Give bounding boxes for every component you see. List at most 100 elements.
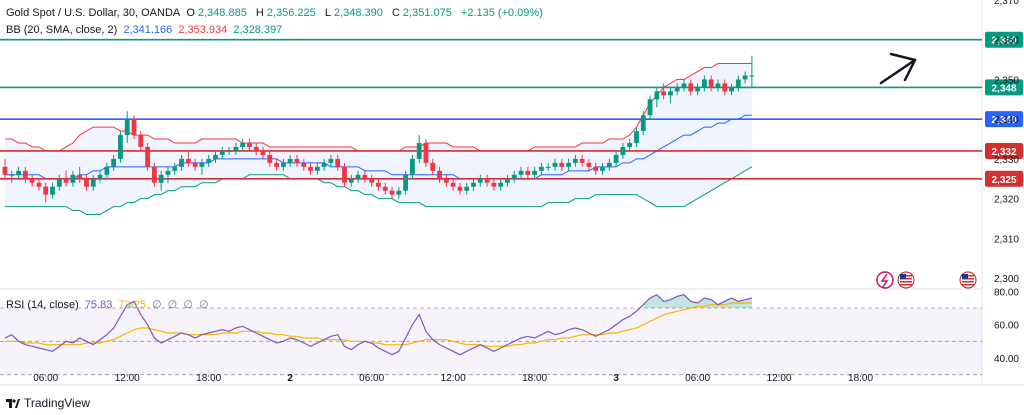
rsi-legend[interactable]: RSI (14, close) 75.83 73.25 ∅ ∅ ∅ ∅ [6, 298, 212, 311]
candle-body[interactable] [681, 83, 687, 88]
candle-body[interactable] [484, 178, 490, 183]
candle-body[interactable] [668, 91, 673, 96]
candle-body[interactable] [647, 99, 653, 116]
candle-body[interactable] [477, 178, 483, 183]
candle-body[interactable] [9, 174, 15, 176]
candle-body[interactable] [2, 166, 8, 175]
candle-body[interactable] [124, 119, 130, 136]
candle-body[interactable] [376, 182, 381, 187]
candle-body[interactable] [97, 174, 103, 179]
candle-body[interactable] [104, 166, 110, 175]
candle-body[interactable] [348, 178, 354, 183]
candle-body[interactable] [22, 170, 28, 179]
candle-body[interactable] [294, 158, 300, 163]
candle-body[interactable] [369, 178, 375, 183]
candle-body[interactable] [450, 182, 456, 187]
candle-body[interactable] [715, 83, 721, 88]
candle-body[interactable] [735, 79, 741, 88]
candle-body[interactable] [226, 150, 232, 152]
candle-body[interactable] [654, 91, 660, 100]
lightning-event-icon[interactable] [876, 271, 894, 289]
candle-body[interactable] [532, 170, 538, 175]
candle-body[interactable] [708, 79, 714, 88]
candle-body[interactable] [56, 178, 62, 187]
candle-body[interactable] [498, 182, 504, 187]
bb-legend[interactable]: BB (20, SMA, close, 2) 2,341.166 2,353.9… [6, 24, 285, 36]
candle-body[interactable] [138, 135, 144, 147]
candle-body[interactable] [545, 166, 551, 168]
candle-body[interactable] [396, 190, 402, 195]
candle-body[interactable] [301, 162, 307, 167]
candle-body[interactable] [111, 158, 117, 167]
candle-body[interactable] [613, 154, 619, 163]
candle-body[interactable] [566, 162, 571, 167]
candle-body[interactable] [172, 166, 178, 171]
candle-body[interactable] [443, 178, 449, 183]
candle-body[interactable] [145, 146, 150, 167]
trend-arrow-shaft[interactable] [879, 58, 917, 85]
candle-body[interactable] [505, 178, 510, 183]
candle-body[interactable] [158, 174, 164, 183]
candle-body[interactable] [43, 186, 49, 195]
candle-body[interactable] [287, 158, 293, 163]
candle-body[interactable] [640, 115, 646, 132]
candle-body[interactable] [29, 178, 35, 183]
candle-body[interactable] [579, 158, 585, 163]
candle-body[interactable] [260, 150, 266, 155]
candle-body[interactable] [335, 158, 341, 167]
candle-body[interactable] [606, 162, 612, 167]
candle-body[interactable] [491, 182, 497, 187]
horizontal-levels[interactable]: 2,360 2,348 2,340 2,332 2,325 [0, 31, 1023, 187]
candles[interactable] [2, 55, 755, 203]
candle-body[interactable] [430, 162, 436, 171]
candle-body[interactable] [219, 150, 225, 155]
candle-body[interactable] [308, 166, 313, 171]
candle-body[interactable] [423, 143, 429, 163]
candle-body[interactable] [233, 146, 239, 151]
candle-body[interactable] [701, 79, 707, 88]
candle-body[interactable] [674, 87, 680, 92]
candle-body[interactable] [206, 158, 212, 163]
candle-body[interactable] [627, 143, 633, 147]
tradingview-brand[interactable]: TradingView [6, 396, 90, 410]
candle-body[interactable] [518, 170, 524, 175]
candle-body[interactable] [90, 178, 96, 187]
candle-body[interactable] [267, 154, 273, 163]
candle-body[interactable] [749, 75, 755, 77]
candle-body[interactable] [280, 162, 286, 167]
candle-body[interactable] [36, 182, 42, 187]
candle-body[interactable] [118, 135, 123, 159]
candle-body[interactable] [416, 143, 422, 159]
candle-body[interactable] [321, 162, 327, 167]
candle-body[interactable] [572, 158, 578, 163]
candle-body[interactable] [192, 162, 198, 167]
candle-body[interactable] [342, 166, 347, 183]
candle-body[interactable] [314, 166, 320, 171]
candle-body[interactable] [722, 83, 728, 92]
candle-body[interactable] [742, 75, 748, 80]
candle-body[interactable] [552, 162, 558, 167]
candle-body[interactable] [525, 170, 531, 175]
candle-body[interactable] [410, 158, 415, 175]
candle-body[interactable] [695, 87, 700, 92]
candle-body[interactable] [634, 131, 639, 144]
candle-body[interactable] [382, 186, 388, 191]
candle-body[interactable] [688, 83, 694, 92]
candle-body[interactable] [16, 170, 21, 175]
candle-body[interactable] [63, 178, 69, 183]
candle-body[interactable] [437, 170, 442, 179]
candle-body[interactable] [457, 186, 463, 191]
candle-body[interactable] [240, 143, 246, 147]
candle-body[interactable] [179, 158, 184, 167]
symbol-legend[interactable]: Gold Spot / U.S. Dollar, 30, OANDA O 2,34… [6, 7, 546, 19]
candle-body[interactable] [511, 174, 517, 179]
candle-body[interactable] [661, 91, 667, 96]
candle-body[interactable] [247, 143, 252, 147]
candle-body[interactable] [274, 162, 279, 167]
candle-body[interactable] [403, 174, 409, 191]
trend-arrow-head[interactable] [889, 52, 917, 82]
candle-body[interactable] [165, 170, 171, 175]
candle-body[interactable] [600, 166, 605, 171]
candle-body[interactable] [362, 174, 368, 179]
